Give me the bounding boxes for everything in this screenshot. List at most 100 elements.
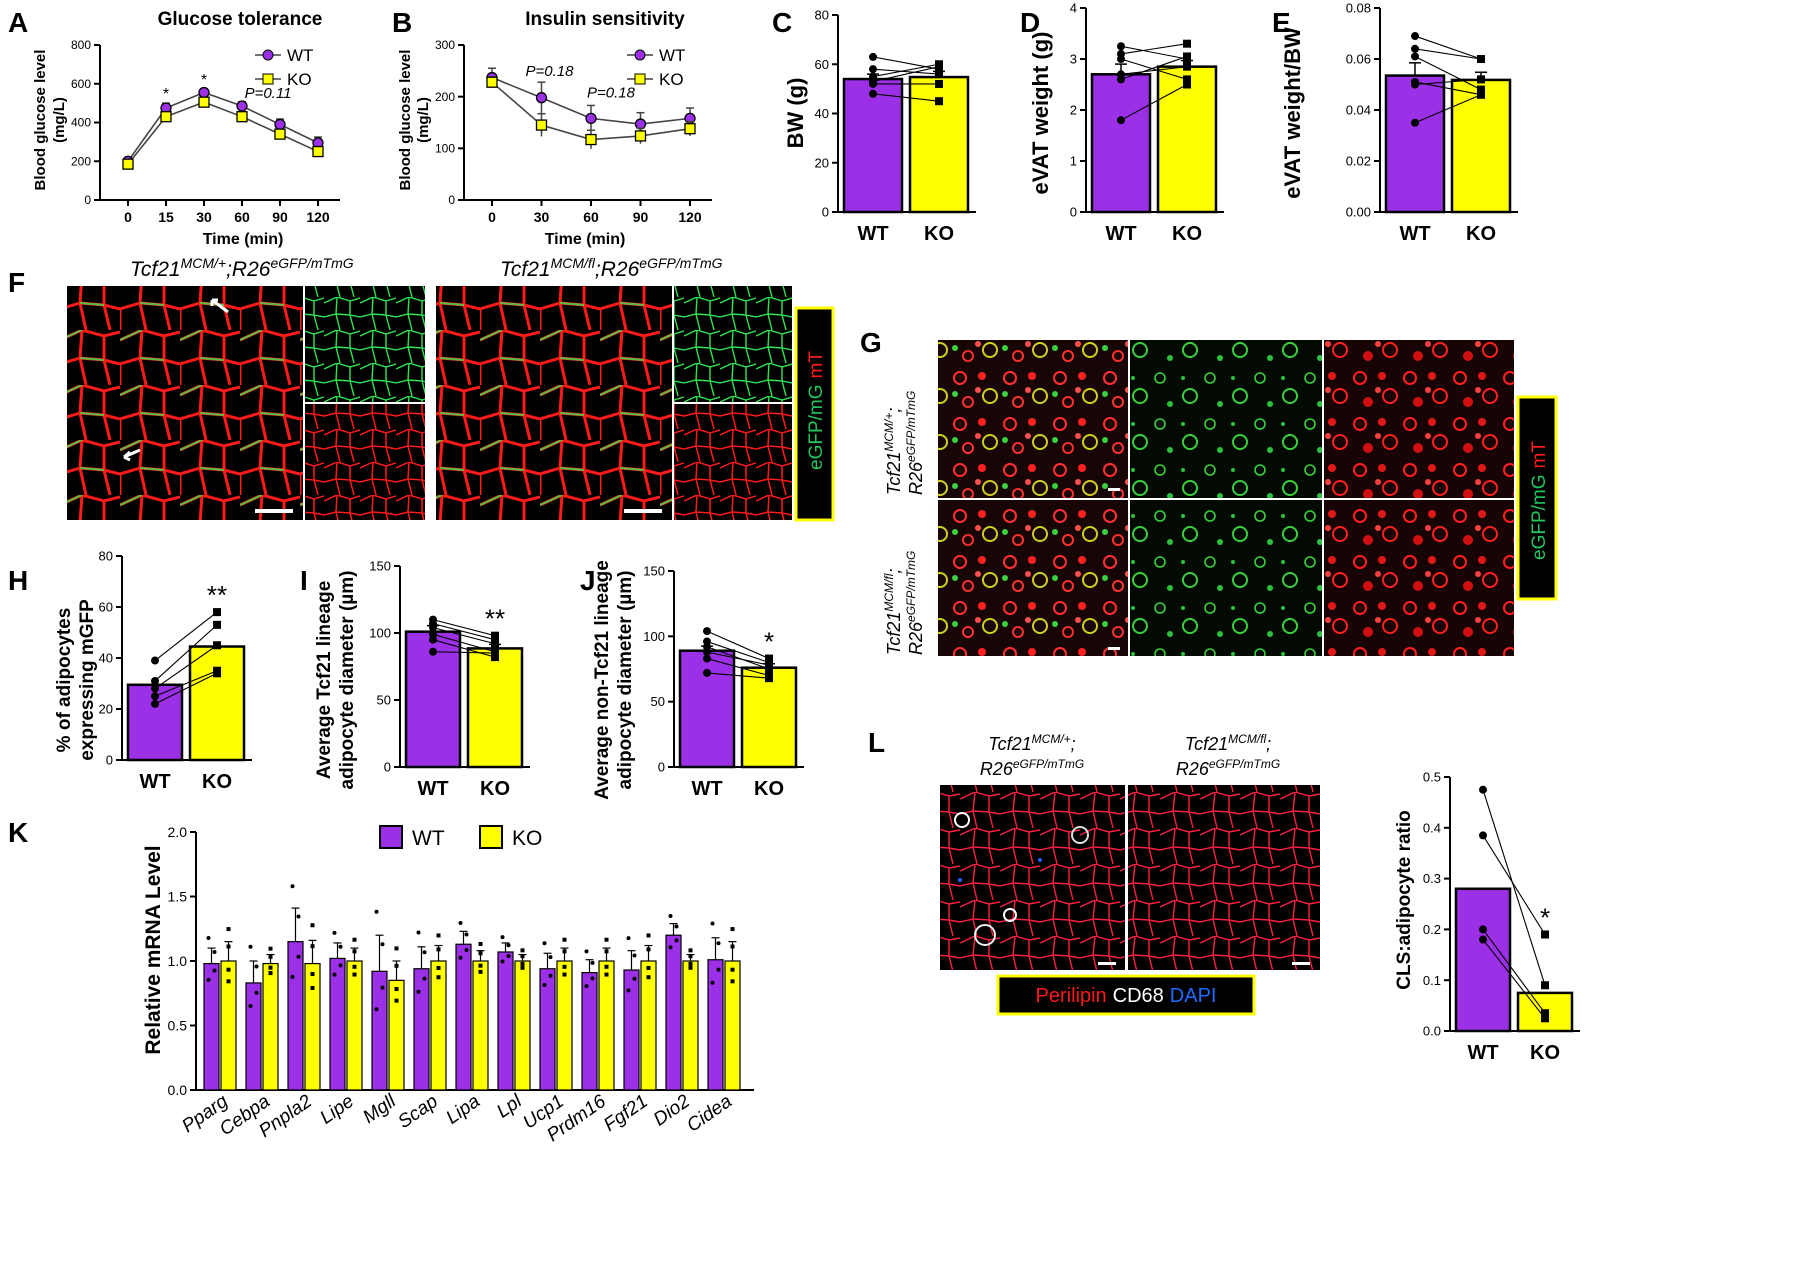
L-2a: Tcf21 bbox=[1185, 734, 1228, 754]
A-y-tick-label: 200 bbox=[71, 154, 91, 168]
H-point-KO bbox=[213, 669, 221, 678]
D-y-tick-label: 2 bbox=[1070, 103, 1077, 118]
C-x-tick-label: WT bbox=[857, 223, 888, 245]
K-point-WT bbox=[254, 990, 259, 995]
D-point-WT bbox=[1117, 55, 1125, 63]
A-y-tick-label: 0 bbox=[84, 193, 91, 207]
A-point-WT bbox=[274, 118, 286, 131]
B-y-tick-label: 0 bbox=[448, 193, 455, 207]
B-x-tick-label: 60 bbox=[583, 209, 599, 225]
K-bar-KO bbox=[682, 960, 699, 1091]
B-y-tick-label: 200 bbox=[435, 90, 455, 104]
K-point-KO bbox=[562, 964, 567, 969]
L-sig-star: * bbox=[1540, 902, 1550, 932]
chart-A: 0 200 400 600 800 0 15 30 60 90 120 WT KO * * P=0.11 bbox=[71, 38, 340, 225]
G-color-legend: eGFP/mG mT bbox=[1516, 395, 1558, 601]
J-point-KO bbox=[765, 674, 773, 683]
I-point-KO bbox=[491, 639, 499, 648]
J-pair-line bbox=[706, 672, 770, 679]
E-y-tick-label: 0.08 bbox=[1346, 1, 1371, 16]
L-1b: R26 bbox=[980, 759, 1014, 779]
G-row1a: Tcf21 bbox=[884, 452, 904, 495]
F-merge-image-wt bbox=[67, 286, 303, 520]
L-point-WT bbox=[1479, 831, 1487, 840]
H-point-KO bbox=[213, 641, 221, 650]
K-point-WT bbox=[590, 976, 595, 981]
I-y-tick-label: 0 bbox=[384, 760, 391, 775]
chart-C: 0 20 40 60 80 WT KO bbox=[815, 8, 976, 245]
F-mid2: ;R26 bbox=[595, 258, 640, 281]
K-point-KO bbox=[730, 979, 735, 984]
panel-B-title: Insulin sensitivity bbox=[525, 9, 685, 30]
K-point-WT bbox=[254, 964, 259, 969]
L-2b-sup: eGFP/mTmG bbox=[1209, 757, 1280, 771]
H-pair-line bbox=[154, 611, 218, 661]
svg-text:Tcf21MCM/fl;: Tcf21MCM/fl; bbox=[882, 569, 904, 655]
C-y-tick-label: 80 bbox=[815, 8, 829, 23]
K-point-WT bbox=[374, 909, 379, 914]
G-row2-label: Tcf21MCM/fl; R26eGFP/mTmG bbox=[882, 551, 926, 655]
K-bar-WT bbox=[455, 943, 472, 1091]
K-point-KO bbox=[646, 933, 651, 938]
K-point-KO bbox=[688, 961, 693, 966]
D-bar-WT bbox=[1090, 73, 1152, 214]
panel-B-yunit: (mg/L) bbox=[415, 97, 432, 143]
I-pair-line bbox=[432, 633, 496, 653]
svg-text:R26eGFP/mTmG: R26eGFP/mTmG bbox=[1176, 757, 1280, 779]
C-bar-WT bbox=[842, 77, 904, 214]
D-bar-KO bbox=[1156, 65, 1218, 214]
G-scale-bar-1 bbox=[1108, 488, 1120, 491]
I-point-KO bbox=[491, 635, 499, 644]
A-x-tick-label: 90 bbox=[272, 209, 288, 225]
K-point-KO bbox=[226, 967, 231, 972]
A-x-tick-label: 0 bbox=[124, 209, 132, 225]
K-point-WT bbox=[464, 948, 469, 953]
K-point-KO bbox=[604, 972, 609, 977]
K-point-WT bbox=[626, 936, 631, 941]
L-y-tick-label: 0.3 bbox=[1423, 871, 1441, 886]
K-point-KO bbox=[562, 972, 567, 977]
I-point-WT bbox=[429, 647, 437, 656]
C-y-tick-label: 20 bbox=[815, 155, 829, 170]
J-bar-WT bbox=[678, 649, 736, 769]
F-legend-egfp: eGFP/mG bbox=[806, 384, 827, 470]
H-point-WT bbox=[151, 656, 159, 665]
K-point-WT bbox=[632, 976, 637, 981]
K-point-KO bbox=[394, 987, 399, 992]
K-point-KO bbox=[310, 923, 315, 928]
E-y-tick-label: 0.02 bbox=[1346, 154, 1371, 169]
L-2b: R26 bbox=[1176, 759, 1210, 779]
K-point-KO bbox=[352, 964, 357, 969]
E-point-WT bbox=[1411, 52, 1419, 61]
panel-I-ylabel-2: adipocyte diameter (µm) bbox=[337, 571, 358, 790]
K-point-WT bbox=[716, 967, 721, 972]
K-point-WT bbox=[290, 974, 295, 979]
K-bar-KO bbox=[346, 960, 363, 1091]
E-y-tick-label: 0.06 bbox=[1346, 52, 1371, 67]
E-pair-line bbox=[1414, 48, 1482, 60]
K-bar-WT bbox=[329, 957, 346, 1091]
K-point-KO bbox=[646, 947, 651, 952]
E-point-WT bbox=[1411, 32, 1419, 41]
D-point-WT bbox=[1117, 75, 1125, 84]
J-y-tick-label: 100 bbox=[643, 629, 665, 644]
K-y-tick-label: 1.5 bbox=[168, 888, 188, 904]
L-bar-WT bbox=[1454, 887, 1512, 1033]
J-bar-KO bbox=[740, 666, 798, 769]
L-header-1: Tcf21MCM/+; R26eGFP/mTmG bbox=[980, 732, 1084, 779]
K-point-KO bbox=[268, 946, 273, 951]
L-point-KO bbox=[1541, 1014, 1549, 1023]
K-legend-swatch-KO bbox=[479, 825, 503, 849]
J-y-tick-label: 0 bbox=[658, 760, 665, 775]
A-point-KO bbox=[160, 111, 172, 123]
J-x-tick-label: KO bbox=[754, 778, 784, 800]
K-point-KO bbox=[478, 969, 483, 974]
K-bar-WT bbox=[581, 972, 598, 1091]
J-y-tick-label: 150 bbox=[643, 564, 665, 579]
K-point-WT bbox=[506, 954, 511, 959]
A-x-tick-label: 60 bbox=[234, 209, 250, 225]
H-point-WT bbox=[151, 692, 159, 701]
panel-H-ylabel-2: expressing mGFP bbox=[77, 599, 98, 761]
